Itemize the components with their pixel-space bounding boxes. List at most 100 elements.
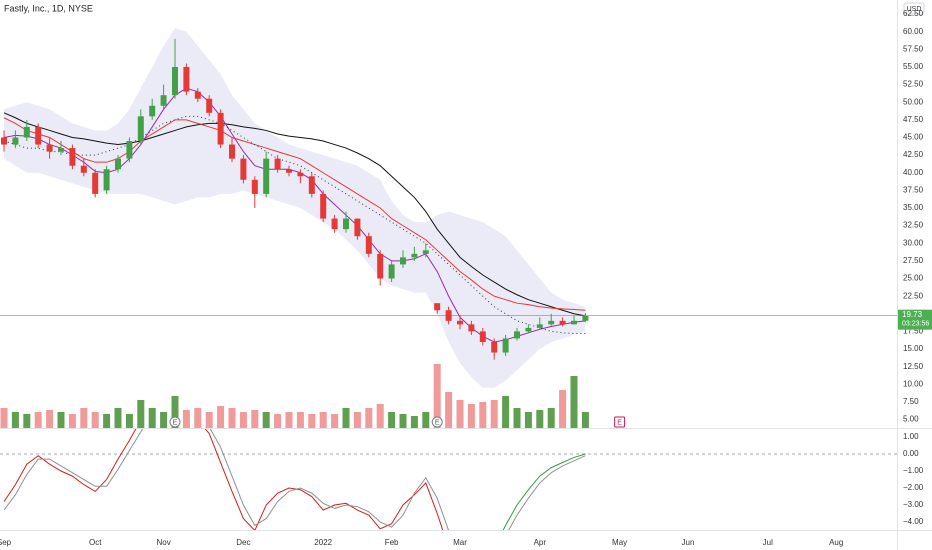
volume-bar: [34, 412, 42, 428]
candle-body: [354, 218, 361, 237]
y2-tick-label: 0.00: [903, 449, 919, 458]
indicator-line: [502, 453, 586, 530]
candle-body: [514, 331, 520, 339]
candle-body: [388, 264, 395, 279]
volume-bar: [296, 412, 304, 428]
y-tick-label: 57.50: [903, 44, 924, 53]
volume-bar: [331, 414, 339, 428]
volume-bar: [11, 412, 19, 428]
y2-tick-label: 1.00: [903, 432, 919, 441]
y-tick-label: 35.00: [903, 203, 924, 212]
volume-bar: [353, 412, 361, 428]
candle-body: [434, 303, 441, 311]
volume-bar: [376, 404, 384, 428]
y2-tick-label: −4.00: [903, 517, 924, 526]
candle-body: [46, 144, 53, 152]
volume-bar: [23, 414, 31, 428]
x-tick-label: Feb: [385, 538, 399, 547]
x-tick-label: Jun: [682, 538, 695, 547]
y-tick-label: 25.00: [903, 274, 924, 283]
candle-body: [229, 144, 235, 159]
y-tick-label: 37.50: [903, 185, 924, 194]
candle-body: [559, 320, 566, 325]
candle-body: [457, 320, 463, 325]
candle-body: [160, 95, 167, 106]
volume-bar: [490, 400, 498, 428]
candle-body: [58, 148, 64, 152]
candle-body: [126, 141, 133, 159]
candle-body: [274, 158, 281, 170]
volume-bar: [445, 392, 453, 428]
candle-body: [536, 324, 543, 328]
candle-body: [263, 158, 270, 194]
candle-body: [206, 98, 213, 113]
candle-body: [194, 91, 201, 99]
candle-body: [69, 148, 76, 166]
candle-body: [80, 165, 87, 173]
countdown-label: 03:23:56: [902, 321, 929, 328]
candle-body: [548, 320, 555, 325]
earnings-marker: [614, 416, 626, 428]
volume-bar: [524, 412, 532, 428]
x-tick-label: 2022: [314, 538, 332, 547]
candle-body: [502, 338, 509, 353]
chart-title: Fastly, Inc., 1D, NYSE: [4, 3, 93, 13]
volume-bar: [194, 408, 202, 428]
last-price-label: 19.73: [902, 310, 923, 319]
volume-bar: [103, 414, 111, 428]
volume-bar: [182, 410, 190, 428]
y-tick-label: 5.00: [903, 415, 919, 424]
candle-body: [400, 257, 406, 265]
moving-average: [3, 112, 586, 317]
volume-bar: [399, 414, 407, 428]
volume-bar: [68, 414, 76, 428]
y-tick-label: 27.50: [903, 256, 924, 265]
earnings-marker: [431, 416, 443, 428]
candle-body: [35, 126, 42, 145]
candle-body: [240, 158, 247, 180]
volume-bar: [148, 408, 156, 428]
y-tick-label: 55.00: [903, 62, 924, 71]
candle-body: [149, 105, 156, 117]
volume-bar: [308, 414, 316, 428]
candle-body: [582, 315, 589, 321]
earnings-label: E: [435, 419, 440, 426]
moving-average: [3, 117, 586, 311]
y-tick-label: 30.00: [903, 238, 924, 247]
candle-body: [251, 179, 258, 194]
x-tick-label: Dec: [236, 538, 250, 547]
volume-bar: [171, 396, 179, 428]
candle-body: [286, 169, 292, 173]
y-tick-label: 42.50: [903, 150, 924, 159]
candle-body: [468, 324, 475, 332]
earnings-marker: [169, 416, 181, 428]
x-tick-label: Aug: [829, 538, 843, 547]
volume-bar: [559, 390, 567, 428]
earnings-label: E: [173, 419, 178, 426]
x-tick-label: Oct: [89, 538, 102, 547]
candle-body: [445, 310, 452, 321]
indicator-line: [3, 429, 586, 530]
candle-body: [479, 331, 486, 342]
volume-bar: [217, 406, 225, 428]
candle-body: [365, 236, 372, 254]
volume-bar: [388, 412, 396, 428]
y-tick-label: 22.50: [903, 291, 924, 300]
volume-bar: [433, 364, 441, 428]
volume-bar: [410, 416, 418, 428]
candle-body: [137, 116, 144, 142]
indicator-pane: [0, 429, 897, 530]
volume-bar: [91, 412, 99, 428]
volume-bar: [422, 412, 430, 428]
currency: USD: [907, 6, 922, 13]
volume-bar: [205, 412, 213, 428]
candle-body: [92, 172, 99, 194]
candle-body: [525, 327, 532, 332]
candle-body: [217, 112, 224, 145]
candle-body: [422, 250, 429, 254]
y-tick-label: 45.00: [903, 133, 924, 142]
earnings-label: E: [617, 419, 622, 426]
